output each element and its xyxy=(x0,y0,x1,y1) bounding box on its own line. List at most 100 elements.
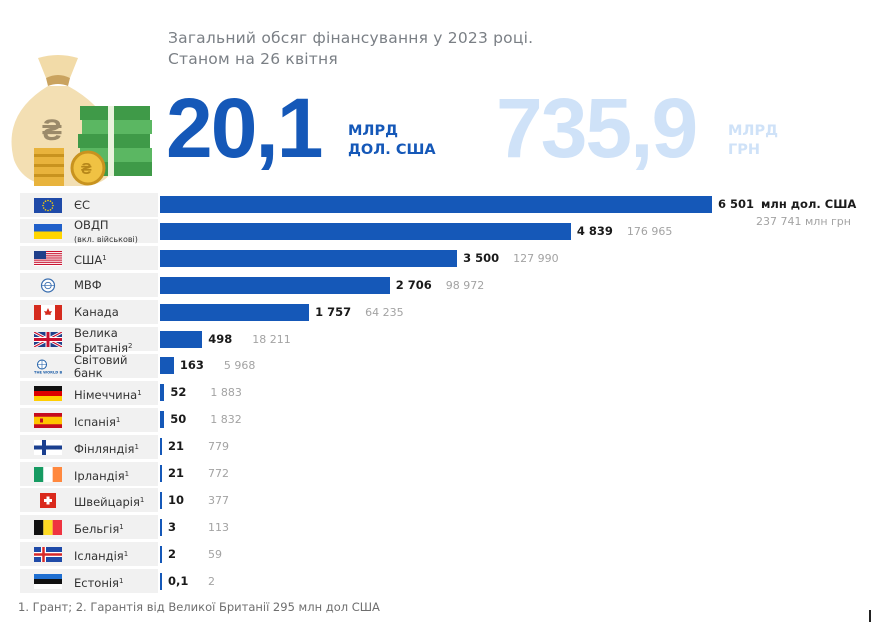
bar xyxy=(160,222,571,240)
ireland-flag-icon xyxy=(34,466,62,482)
footnote-marker: 1 xyxy=(119,523,124,532)
cursor-mark xyxy=(869,610,871,622)
row-label-cell: Велика Британія2 xyxy=(20,327,158,355)
uah-value-label: 176 965 xyxy=(626,224,673,238)
uah-total-label: 237 741 млн грн xyxy=(756,215,851,228)
row-label-name: Бельгія xyxy=(74,522,120,537)
bar xyxy=(160,249,458,267)
row-label-name: Іспанія xyxy=(74,414,116,429)
eu-flag-icon xyxy=(34,197,62,213)
row-label: Світовий банк xyxy=(74,352,128,380)
row-label-cell: ЄС xyxy=(20,192,158,217)
footnote-marker: 1 xyxy=(118,577,124,586)
footnote-marker: 1 xyxy=(134,442,139,451)
svg-text:₴: ₴ xyxy=(42,114,62,147)
total-uah-unit-line-1: МЛРД xyxy=(728,123,779,139)
usd-value-label: 52 xyxy=(170,385,187,400)
total-usd-unit-line-2: ДОЛ. США xyxy=(348,142,436,158)
uah-value-label: 1 832 xyxy=(210,413,242,427)
canada-flag-icon xyxy=(34,305,62,321)
footnote-marker: 1 xyxy=(139,496,145,505)
usd-value-label: 21 xyxy=(168,439,185,454)
bar xyxy=(160,384,165,402)
row-label: Велика Британія2 xyxy=(74,327,133,355)
row-label: Фінляндія1 xyxy=(74,441,139,456)
footnote-marker: 1 xyxy=(123,550,129,559)
usd-unit-label: млн дол. США xyxy=(761,197,857,211)
footnote-marker: 2 xyxy=(128,342,133,350)
row-label-cell: ОВДП (вкл. військові) xyxy=(20,219,158,246)
row-label-name: Німеччина xyxy=(74,387,138,402)
row-label: ОВДП (вкл. військові) xyxy=(74,219,138,246)
row-label: Бельгія1 xyxy=(74,521,124,536)
usd-value-label: 3 xyxy=(168,519,177,534)
usd-value-label: 163 xyxy=(179,358,204,373)
row-label: США1 xyxy=(74,252,107,267)
spain-flag-icon xyxy=(34,412,62,428)
row-label-name: ОВДП xyxy=(74,218,109,233)
total-usd-unit-line-1: МЛРД xyxy=(348,123,399,139)
row-label: Канада xyxy=(74,306,119,319)
belgium-flag-icon xyxy=(34,520,62,536)
total-usd-value: 20,1 xyxy=(166,81,323,175)
footnote-marker: 1 xyxy=(124,469,130,478)
footnote: 1. Грант; 2. Гарантія від Великої Британ… xyxy=(18,600,380,614)
ukraine-flag-icon xyxy=(34,224,62,240)
row-label: Естонія1 xyxy=(74,575,123,590)
usd-value-label: 498 xyxy=(208,331,233,346)
uah-value-label: 59 xyxy=(208,547,222,561)
row-label-cell: Естонія1 xyxy=(20,569,158,594)
row-label-name: Канада xyxy=(74,305,119,320)
bar xyxy=(160,572,162,590)
row-label: Ірландія1 xyxy=(74,468,129,483)
bar xyxy=(160,518,162,536)
total-uah-value: 735,9 xyxy=(496,81,698,175)
row-label-cell: Фінляндія1 xyxy=(20,434,158,459)
uk-flag-icon xyxy=(33,330,63,349)
bar xyxy=(160,276,390,294)
bar xyxy=(160,545,162,563)
subtitle-line-2: Станом на 26 квітня xyxy=(168,50,338,68)
row-label-cell: Ісландія1 xyxy=(20,542,158,567)
row-label-cell: Бельгія1 xyxy=(20,515,158,540)
bar xyxy=(160,196,712,213)
row-label-name: МВФ xyxy=(74,278,102,293)
row-label-name: Фінляндія xyxy=(74,441,135,456)
uah-value-label: 1 883 xyxy=(210,386,242,400)
row-label: ЄС xyxy=(74,197,91,212)
usa-flag-icon xyxy=(34,251,62,267)
usd-value-label: 50 xyxy=(170,412,187,427)
svg-text:₴: ₴ xyxy=(81,161,92,178)
total-uah-unit: МЛРД ГРН xyxy=(728,122,778,160)
total-uah-unit-line-2: ГРН xyxy=(728,142,761,158)
row-label-note: (вкл. військові) xyxy=(74,235,138,245)
uah-value-label: 98 972 xyxy=(445,278,485,292)
usd-value-label: 2 xyxy=(168,546,177,561)
bar xyxy=(160,491,162,509)
bar xyxy=(160,438,162,456)
row-label-name: Ісландія xyxy=(74,549,124,564)
row-label-name: Світовий xyxy=(74,352,128,367)
uah-value-label: 64 235 xyxy=(365,305,404,319)
usd-value-label: 6 501 xyxy=(718,197,755,211)
row-label-name: США xyxy=(74,253,103,268)
row-label-name: Швейцарія xyxy=(74,495,140,510)
bar xyxy=(160,411,165,429)
subtitle: Загальний обсяг фінансування у 2023 році… xyxy=(168,28,533,70)
usd-value-label: 10 xyxy=(168,492,185,507)
row-label-name: ЄС xyxy=(74,197,91,212)
row-label-cell: Канада xyxy=(20,300,158,325)
usd-value-label: 21 xyxy=(168,466,185,480)
row-label: Іспанія1 xyxy=(74,414,120,429)
svg-text:THE WORLD BANK: THE WORLD BANK xyxy=(34,370,62,374)
row-label-cell: Ірландія1 xyxy=(20,461,158,486)
iceland-flag-icon xyxy=(34,547,62,563)
row-label: МВФ xyxy=(74,279,102,292)
usd-value-label: 3 500 xyxy=(463,250,500,265)
row-label-name-line2: банк xyxy=(74,365,103,380)
bar xyxy=(160,303,310,321)
usd-value-label: 2 706 xyxy=(395,277,432,292)
total-usd-unit: МЛРД ДОЛ. США xyxy=(348,122,436,160)
usd-value-label: 1 757 xyxy=(315,304,352,319)
